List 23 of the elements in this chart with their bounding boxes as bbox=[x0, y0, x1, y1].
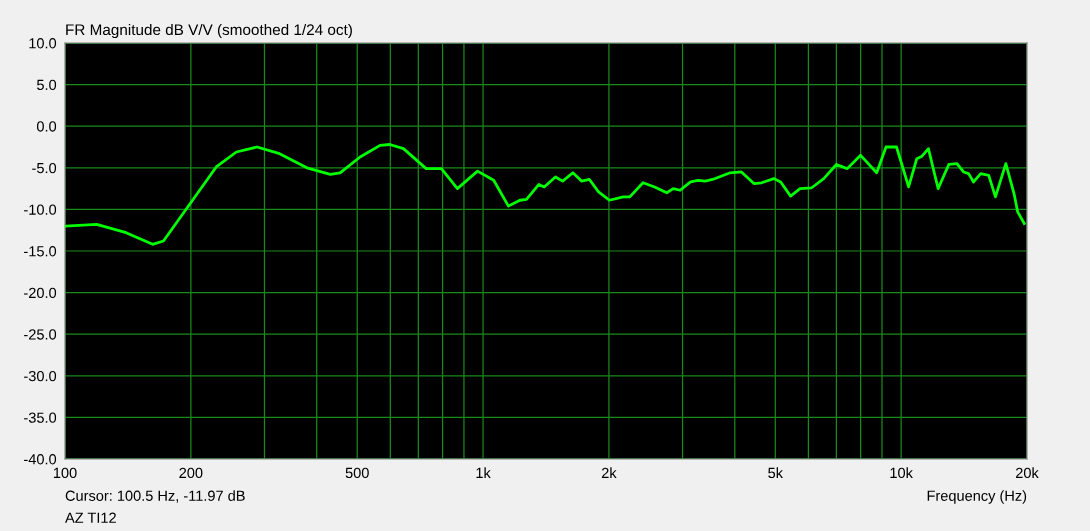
text: Cursor: 100.5 Hz, -11.97 dB bbox=[65, 490, 245, 503]
y-tick-label: -40.0 bbox=[24, 454, 57, 465]
y-tick-label: -35.0 bbox=[24, 412, 57, 423]
x-tick-label: 500 bbox=[345, 467, 369, 479]
text: AZ TI12 bbox=[65, 512, 116, 523]
y-tick-label: -20.0 bbox=[24, 287, 57, 299]
x-tick-label: 1k bbox=[476, 467, 491, 478]
x-tick-label: 2k bbox=[601, 467, 617, 478]
x-axis-title: Frequency (Hz) bbox=[927, 490, 1027, 504]
x-tick-label: 20k bbox=[1015, 467, 1039, 479]
x-tick-label: 10k bbox=[890, 467, 913, 479]
y-tick-label: -10.0 bbox=[24, 204, 57, 215]
y-tick-label: -25.0 bbox=[24, 329, 57, 340]
chart-title: FR Magnitude dB V/V (smoothed 1/24 oct) bbox=[66, 23, 352, 39]
y-tick-label: -15.0 bbox=[24, 246, 57, 257]
x-tick-label: 200 bbox=[179, 467, 203, 479]
y-tick-label: 5.0 bbox=[36, 79, 57, 91]
y-tick-label: -5.0 bbox=[32, 162, 57, 174]
x-tick-label: 5k bbox=[768, 467, 784, 479]
y-tick-label: 10.0 bbox=[29, 38, 57, 49]
y-tick-label: 0.0 bbox=[36, 121, 57, 132]
y-tick-label: -30.0 bbox=[24, 370, 57, 382]
x-tick-label: 100 bbox=[53, 467, 77, 479]
